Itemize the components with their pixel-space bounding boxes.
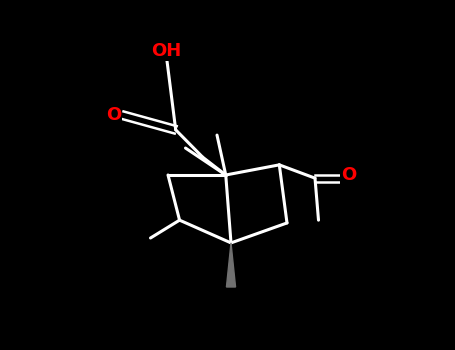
Polygon shape — [227, 243, 236, 287]
Text: O: O — [341, 166, 356, 184]
Text: OH: OH — [151, 42, 182, 61]
Text: O: O — [106, 106, 121, 124]
